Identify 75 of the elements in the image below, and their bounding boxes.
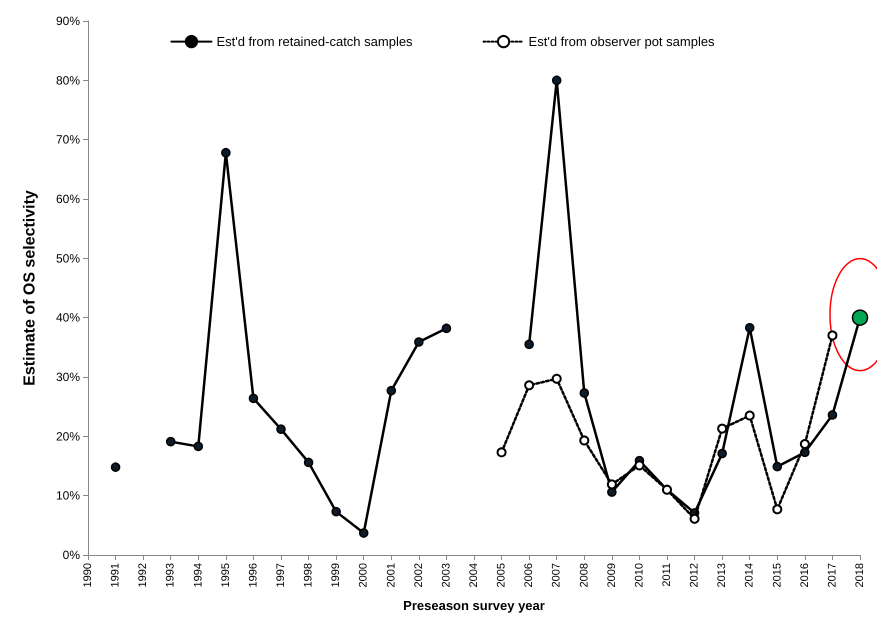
- point: [358, 528, 368, 538]
- y-tick-label: 70%: [56, 132, 80, 147]
- point: [331, 506, 341, 516]
- y-tick-label: 0%: [62, 548, 80, 562]
- point: [524, 340, 534, 350]
- point: [248, 394, 258, 404]
- x-tick-label: 2012: [688, 563, 701, 588]
- point: [690, 514, 700, 524]
- y-tick-label: 30%: [56, 370, 80, 384]
- legend-label: Est'd from observer pot samples: [528, 34, 716, 50]
- point: [496, 447, 507, 458]
- x-tick-label: 1995: [220, 563, 232, 588]
- y-tick-label: 50%: [56, 251, 80, 266]
- x-tick-label: 2009: [606, 563, 618, 588]
- y-tick-label: 20%: [56, 429, 80, 444]
- point: [606, 479, 617, 490]
- x-tick-label: 1998: [302, 563, 315, 588]
- x-tick-label: 2000: [358, 563, 370, 588]
- point: [717, 424, 728, 434]
- y-axis-title: Estimate of OS selectivity: [22, 190, 38, 386]
- point: [386, 386, 396, 396]
- x-tick-label: 2007: [550, 563, 563, 588]
- x-tick-label: 1996: [247, 563, 260, 588]
- point: [827, 330, 838, 340]
- point: [607, 487, 617, 497]
- x-tick-label: 2003: [440, 563, 452, 588]
- point: [166, 436, 176, 446]
- x-tick-label: 1993: [164, 563, 177, 588]
- point: [524, 380, 534, 390]
- point: [772, 462, 782, 472]
- point: [276, 424, 286, 434]
- x-tick-label: 2001: [385, 563, 398, 588]
- point: [744, 410, 755, 421]
- x-tick-label: 2015: [771, 563, 784, 588]
- point: [110, 462, 120, 472]
- point: [221, 148, 231, 158]
- y-tick-label: 10%: [56, 488, 80, 503]
- x-tick-label: 2002: [412, 563, 425, 588]
- x-axis-title: Preseason survey year: [403, 598, 545, 613]
- point: [414, 337, 424, 347]
- x-tick-label: 2004: [468, 563, 480, 588]
- x-tick-label: 2006: [523, 563, 536, 588]
- x-tick-label: 1992: [137, 563, 150, 588]
- x-tick-label: 2016: [798, 563, 811, 588]
- x-tick-label: 2014: [744, 563, 756, 588]
- point: [304, 458, 314, 468]
- x-tick-label: 1990: [82, 563, 94, 588]
- x-tick-label: 1999: [330, 563, 342, 588]
- x-tick-label: 1991: [110, 563, 122, 588]
- x-tick-label: 2018: [854, 563, 866, 588]
- x-tick-label: 1994: [192, 563, 204, 588]
- point: [442, 324, 452, 334]
- legend-label: Est'd from retained-catch samples: [216, 34, 414, 50]
- point: [552, 76, 562, 86]
- x-tick-label: 2017: [826, 563, 838, 588]
- y-tick-label: 40%: [56, 310, 80, 325]
- y-tick-label: 90%: [56, 14, 80, 28]
- point: [800, 439, 810, 450]
- point: [772, 504, 782, 514]
- x-tick-label: 2005: [496, 563, 508, 588]
- x-tick-label: 2008: [578, 563, 590, 588]
- point: [828, 410, 838, 420]
- x-tick-label: 2010: [633, 563, 646, 588]
- x-tick-label: 2013: [716, 563, 728, 588]
- x-tick-label: 2011: [661, 563, 673, 587]
- point: [744, 323, 754, 332]
- y-tick-label: 80%: [56, 73, 80, 88]
- point: [634, 460, 644, 470]
- point: [717, 448, 727, 458]
- y-tick-label: 60%: [56, 192, 80, 206]
- x-tick-label: 1997: [275, 563, 287, 588]
- point: [552, 374, 562, 384]
- point: [579, 435, 590, 446]
- point: [580, 388, 590, 398]
- point: [194, 442, 204, 452]
